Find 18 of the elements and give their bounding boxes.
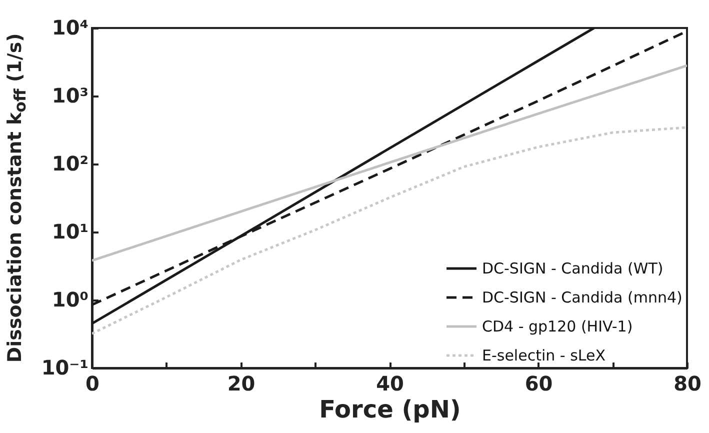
x-tick-label: 20 bbox=[227, 372, 256, 396]
y-tick-label: 10¹ bbox=[52, 220, 88, 244]
y-tick-label: 10³ bbox=[52, 84, 88, 108]
y-tick-label: 10⁴ bbox=[52, 16, 88, 40]
line-series bbox=[92, 64, 687, 262]
legend-label: E-selectin - sLeX bbox=[482, 346, 606, 364]
legend-label: DC-SIGN - Candida (WT) bbox=[482, 260, 664, 278]
line-series bbox=[92, 126, 687, 335]
legend-label: DC-SIGN - Candida (mnn4) bbox=[482, 288, 682, 306]
x-axis-title: Force (pN) bbox=[319, 396, 461, 424]
y-tick-label: 10⁰ bbox=[52, 288, 88, 312]
y-tick-label: 10² bbox=[52, 152, 88, 176]
x-tick-label: 0 bbox=[86, 372, 100, 396]
x-tick-label: 60 bbox=[524, 372, 553, 396]
x-tick-label: 80 bbox=[674, 372, 702, 396]
legend-label: CD4 - gp120 (HIV-1) bbox=[482, 318, 633, 336]
y-tick-label: 10⁻¹ bbox=[41, 356, 88, 380]
x-tick-label: 40 bbox=[376, 372, 404, 396]
